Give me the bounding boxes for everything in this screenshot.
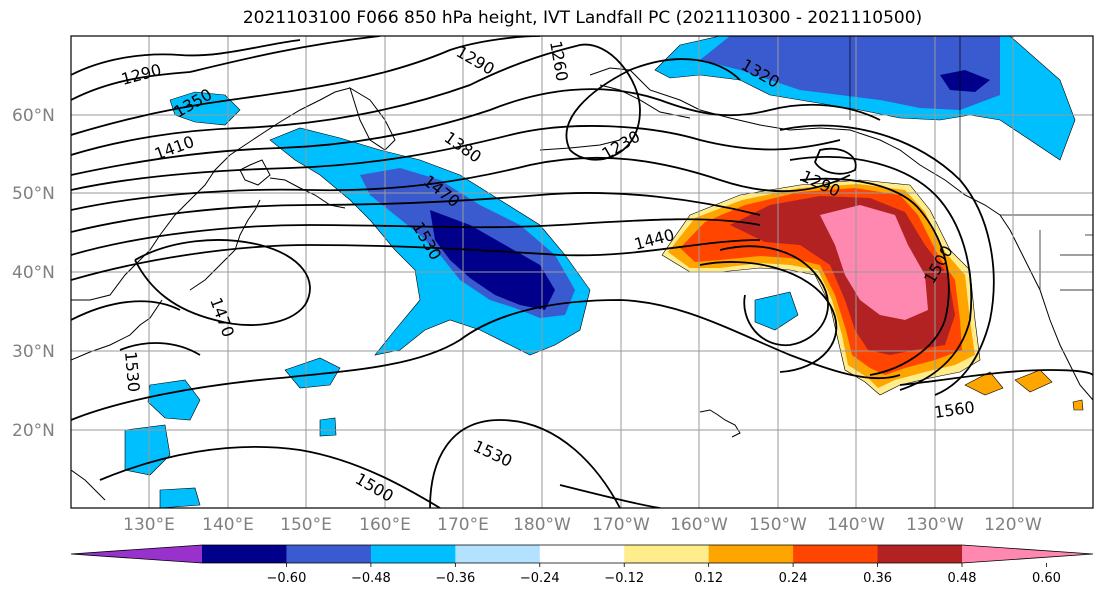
contour-label: 1530 — [121, 351, 143, 393]
shade-neg-blob-4 — [754, 291, 799, 331]
map-content: 1290 1350 1410 1290 1260 1380 1230 1320 … — [71, 36, 1093, 508]
shade-neg-alaska-dark — [940, 70, 990, 92]
colorbar: −0.60 −0.48 −0.36 −0.24 −0.12 0.12 0.24 0.36 0.4… — [70, 544, 1094, 586]
colorbar-segment — [708, 545, 794, 563]
lon-tick-label: 160°W — [670, 515, 728, 535]
shade-pos-060 — [820, 205, 928, 320]
lon-tick-label: 140°E — [202, 515, 254, 535]
shade-neg-blob-3 — [124, 424, 171, 476]
shade-pos-blob-3 — [1072, 399, 1084, 411]
colorbar-tick-label: 0.60 — [1032, 571, 1061, 586]
colorbar-extend-high — [962, 545, 1093, 563]
colorbar-segment — [539, 545, 625, 563]
lat-tick-label: 40°N — [12, 263, 55, 283]
lon-tick-label: 170°E — [437, 515, 489, 535]
colorbar-tick-label: 0.12 — [694, 571, 723, 586]
lat-tick-label: 60°N — [12, 106, 55, 126]
colorbar-tick-label: −0.48 — [351, 571, 391, 586]
colorbar-outline — [70, 544, 1094, 564]
colorbar-tick-label: −0.24 — [520, 571, 560, 586]
colorbar-tick-label: −0.36 — [435, 571, 475, 586]
colorbar-segment — [370, 545, 456, 563]
latitude-labels: 60°N 50°N 40°N 30°N 20°N — [12, 106, 55, 441]
map-title: 2021103100 F066 850 hPa height, IVT Land… — [242, 8, 923, 28]
lat-tick-label: 50°N — [12, 184, 55, 204]
lat-tick-label: 20°N — [12, 421, 55, 441]
colorbar-segment — [286, 545, 372, 563]
colorbar-tick-label: 0.48 — [948, 571, 977, 586]
positive-anomaly-shading — [661, 179, 1084, 411]
shade-neg-dark — [430, 210, 555, 310]
shade-neg-blob-5 — [319, 417, 337, 437]
lon-tick-label: 170°W — [592, 515, 650, 535]
colorbar-segment — [455, 545, 541, 563]
height-contours — [71, 36, 1093, 508]
colorbar-tick-label: −0.60 — [267, 571, 307, 586]
longitude-labels: 130°E 140°E 150°E 160°E 170°E 180°W 170°… — [123, 515, 1042, 535]
map-frame — [70, 35, 1094, 509]
colorbar-segment — [624, 545, 710, 563]
lon-tick-label: 120°W — [984, 515, 1042, 535]
colorbar-tick-label: 0.24 — [779, 571, 808, 586]
lon-tick-label: 140°W — [827, 515, 885, 535]
lon-tick-label: 130°W — [906, 515, 964, 535]
colorbar-segment — [202, 545, 287, 563]
coastlines — [71, 67, 1093, 501]
lon-tick-label: 160°E — [359, 515, 411, 535]
colorbar-segment — [793, 545, 879, 563]
lon-tick-label: 150°W — [749, 515, 807, 535]
lon-tick-label: 130°E — [123, 515, 175, 535]
lon-tick-label: 180°W — [513, 515, 571, 535]
shade-neg-blob-1 — [284, 357, 341, 389]
colorbar-segment — [877, 545, 963, 563]
colorbar-tick-label: −0.12 — [604, 571, 644, 586]
lat-tick-label: 30°N — [12, 342, 55, 362]
shade-pos-blob-1 — [964, 371, 1004, 396]
state-borders — [849, 36, 1093, 291]
lon-tick-label: 150°E — [280, 515, 332, 535]
shade-pos-blob-2 — [1014, 369, 1053, 393]
shade-neg-blob-6 — [159, 487, 201, 508]
colorbar-tick-label: 0.36 — [863, 571, 892, 586]
colorbar-extend-low — [71, 545, 202, 563]
